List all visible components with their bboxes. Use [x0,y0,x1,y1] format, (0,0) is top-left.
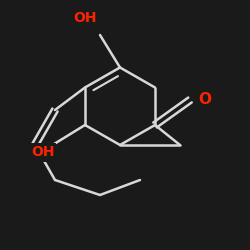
Text: O: O [198,92,211,108]
Text: OH: OH [73,10,97,24]
Text: OH: OH [31,146,54,160]
